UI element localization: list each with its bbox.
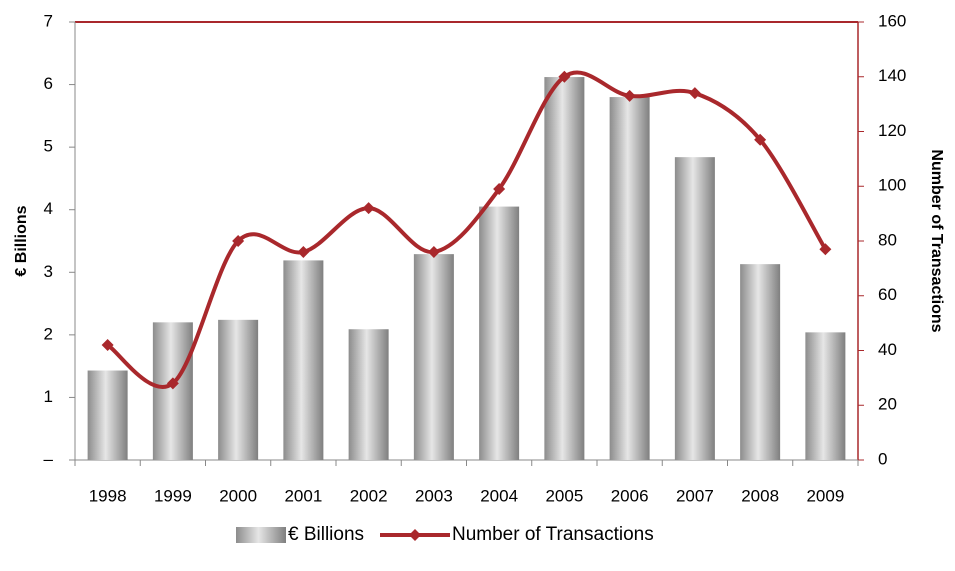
bar [805, 332, 846, 460]
x-tick-label: 2009 [806, 486, 844, 505]
marker [754, 133, 767, 146]
marker [623, 89, 636, 102]
marker [493, 182, 506, 195]
y-tick-label: – [44, 449, 54, 468]
y-tick-label: 6 [44, 74, 53, 93]
y-tick-label: 5 [44, 137, 53, 156]
y-tick-label: 3 [44, 262, 53, 281]
y2-axis-title: Number of Transactions [928, 149, 945, 332]
bar [152, 322, 193, 460]
x-tick-label: 2004 [480, 486, 518, 505]
bar [740, 264, 781, 460]
x-tick-label: 2008 [741, 486, 779, 505]
marker [558, 70, 571, 83]
line [106, 70, 828, 389]
bar [609, 97, 650, 460]
y2-tick-label: 20 [878, 395, 897, 414]
x-tick-label: 2001 [284, 486, 322, 505]
y-tick-label: 4 [44, 199, 53, 218]
bar [283, 260, 324, 460]
y2-tick-label: 120 [878, 121, 906, 140]
y-axis-title: € Billions [13, 205, 30, 276]
marker [688, 87, 701, 100]
legend-swatch [236, 527, 286, 543]
marker [819, 243, 832, 256]
marker [297, 245, 310, 258]
marker [427, 245, 440, 258]
marker [101, 339, 114, 352]
x-tick-label: 2005 [545, 486, 583, 505]
bar [413, 254, 454, 460]
x-tick-label: 2006 [611, 486, 649, 505]
x-tick-label: 2000 [219, 486, 257, 505]
y2-tick-label: 0 [878, 449, 887, 468]
marker [362, 202, 375, 215]
marker [166, 377, 179, 390]
y2-tick-label: 160 [878, 11, 906, 30]
bar [544, 77, 585, 460]
legend-marker [409, 529, 421, 541]
marker [232, 235, 245, 247]
y2-tick-label: 60 [878, 285, 897, 304]
y-tick-label: 2 [44, 324, 53, 343]
x-tick-label: 2002 [350, 486, 388, 505]
bar [348, 329, 389, 460]
y2-tick-label: 100 [878, 176, 906, 195]
legend-label: Number of Transactions [452, 524, 654, 545]
x-tick-label: 1998 [89, 486, 127, 505]
x-tick-label: 2003 [415, 486, 453, 505]
y-tick-label: 7 [44, 11, 53, 30]
y2-tick-label: 140 [878, 66, 906, 85]
x-tick-label: 2007 [676, 486, 714, 505]
bar [479, 206, 520, 460]
legend-label: € Billions [288, 524, 364, 545]
x-tick-label: 1999 [154, 486, 192, 505]
y-tick-label: 1 [44, 387, 53, 406]
y2-tick-label: 80 [878, 230, 897, 249]
y2-tick-label: 40 [878, 340, 897, 359]
bar [218, 319, 259, 460]
bar [87, 370, 128, 460]
bar [674, 157, 715, 460]
